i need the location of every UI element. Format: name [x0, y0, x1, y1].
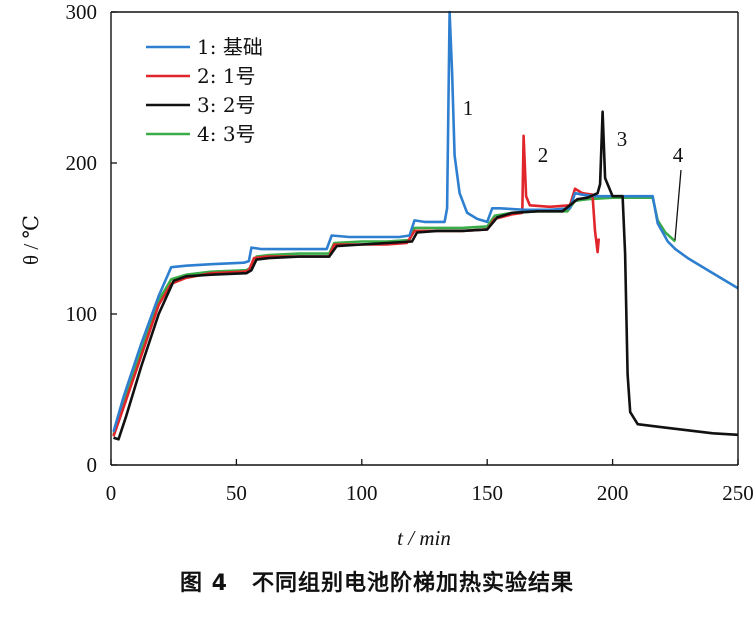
- series-layer: [112, 10, 739, 441]
- y-tick-label: 200: [66, 151, 98, 175]
- y-tick-label: 300: [66, 0, 98, 24]
- series-line-4: [112, 196, 677, 436]
- series-line-2: [112, 134, 601, 437]
- x-tick-label: 0: [106, 481, 117, 505]
- x-tick-label: 50: [226, 481, 247, 505]
- figure-caption-text: 不同组别电池阶梯加热实验结果: [251, 571, 574, 596]
- annotation-4-leader: [674, 169, 682, 241]
- annotations: 1 2 3 4: [463, 96, 684, 241]
- axes: [110, 11, 739, 466]
- legend-label-3: 3: 2号: [197, 93, 256, 117]
- figure-number: 图 4: [180, 571, 228, 596]
- x-axis-label: t / min: [397, 526, 451, 550]
- x-tick-label: 150: [471, 481, 503, 505]
- y-tick-label: 0: [87, 453, 98, 477]
- y-axis-label: θ / ℃: [19, 215, 43, 265]
- x-tick-label: 250: [722, 481, 754, 505]
- annotation-2: 2: [538, 143, 549, 167]
- tick-layer: 0 50 100 150 200 250 0 100 200 300: [66, 0, 754, 505]
- annotation-3: 3: [617, 127, 628, 151]
- legend-label-4: 4: 3号: [197, 122, 256, 146]
- annotation-1: 1: [463, 96, 474, 120]
- series-line-3: [113, 110, 739, 441]
- annotation-4: 4: [673, 143, 684, 167]
- y-tick-label: 100: [66, 302, 98, 326]
- figure-caption: 图 4 不同组别电池阶梯加热实验结果: [0, 565, 754, 597]
- legend-label-1: 1: 基础: [197, 35, 263, 59]
- legend: 1: 基础 2: 1号 3: 2号 4: 3号: [146, 35, 263, 146]
- x-tick-label: 200: [597, 481, 629, 505]
- legend-label-2: 2: 1号: [197, 64, 256, 88]
- x-tick-label: 100: [346, 481, 378, 505]
